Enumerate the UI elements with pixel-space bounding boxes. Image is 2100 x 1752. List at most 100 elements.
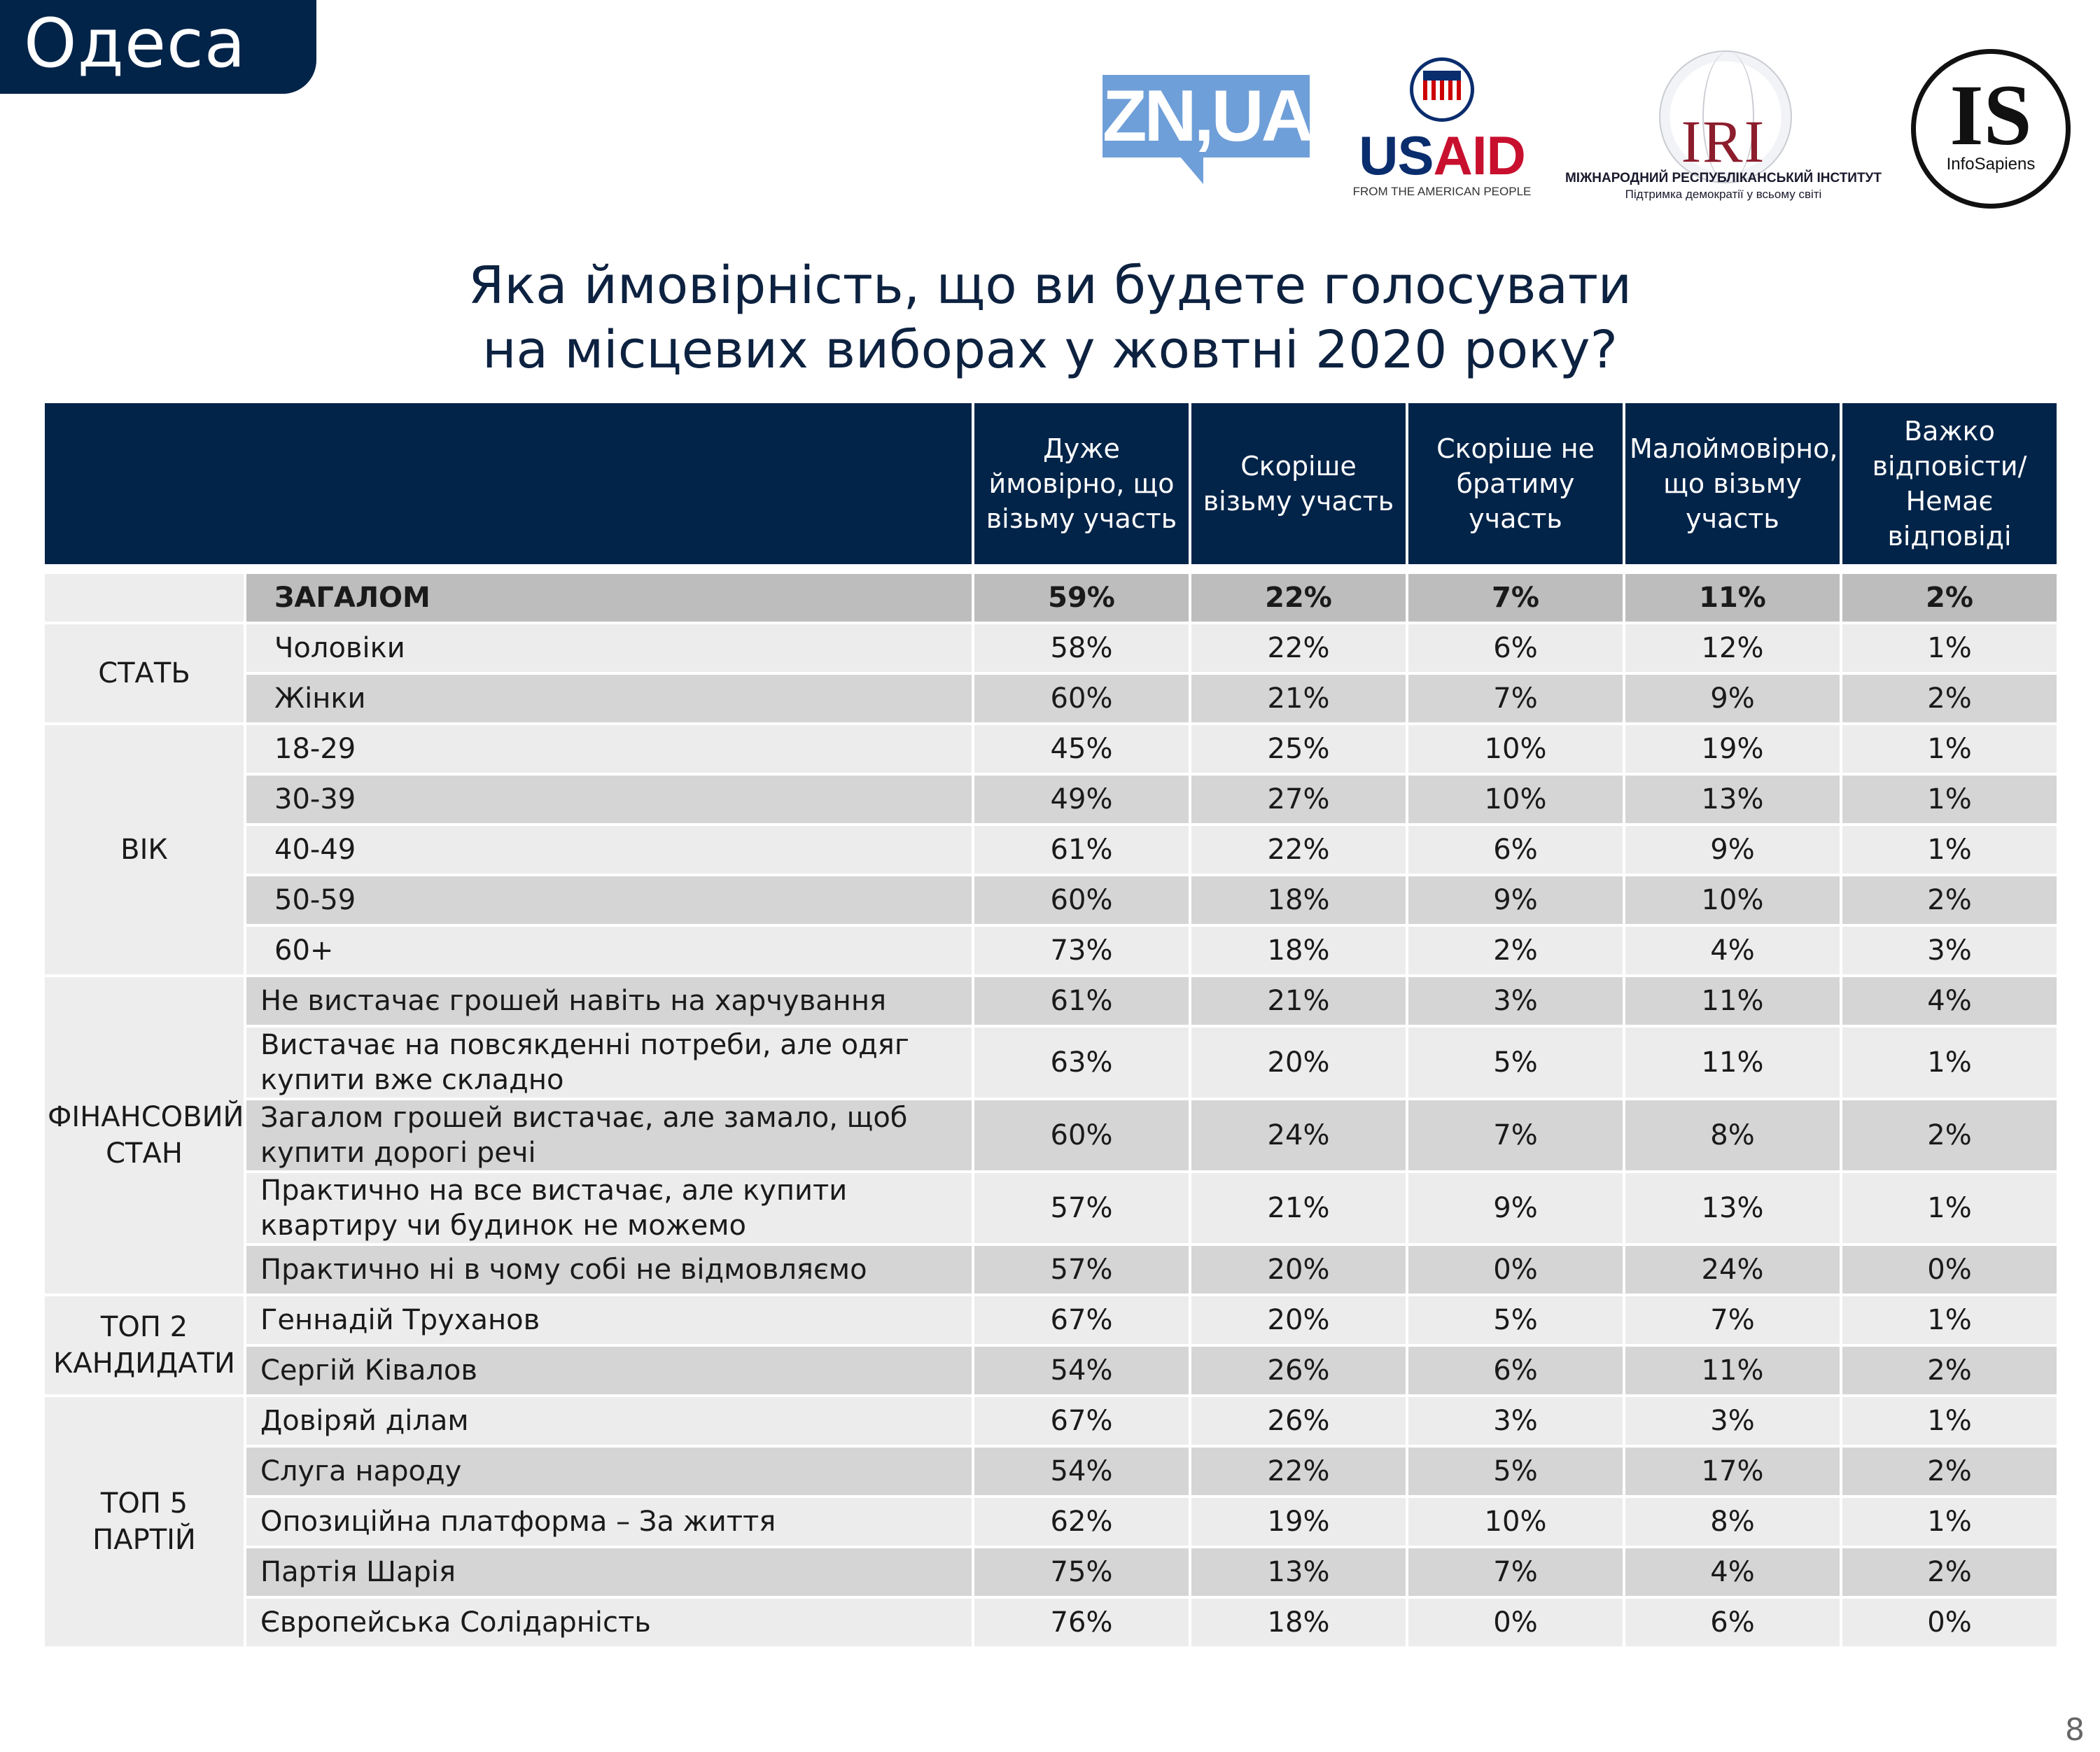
value-cell: 19% bbox=[1189, 1495, 1408, 1548]
value-cell: 1% bbox=[1840, 823, 2059, 876]
value-cell: 26% bbox=[1189, 1344, 1408, 1397]
column-header: Важко відповісти/ Немає відповіді bbox=[1840, 400, 2059, 567]
table-row: ВІК 18-29 45% 25% 10% 19% 1% bbox=[42, 722, 2059, 977]
table-header-row: Дуже ймовірно, що візьму участь Скоріше … bbox=[42, 400, 2059, 567]
column-header: Скоріше візьму участь bbox=[1189, 400, 1408, 567]
value-cell: 22% bbox=[1189, 1445, 1408, 1498]
value-cell: 8% bbox=[1623, 1495, 1842, 1548]
group-cell-empty bbox=[42, 571, 246, 624]
value-cell: 9% bbox=[1623, 823, 1842, 876]
value-cell: 10% bbox=[1406, 773, 1625, 826]
value-cell: 13% bbox=[1623, 773, 1842, 826]
value-cell: 22% bbox=[1189, 571, 1408, 624]
survey-table: Дуже ймовірно, що візьму участь Скоріше … bbox=[42, 400, 2059, 1649]
value-cell: 20% bbox=[1189, 1025, 1408, 1100]
value-cell: 59% bbox=[972, 571, 1191, 624]
value-cell: 0% bbox=[1406, 1243, 1625, 1296]
value-cell: 18% bbox=[1189, 924, 1408, 977]
value-cell: 73% bbox=[972, 924, 1191, 977]
table-row: Жінки 60% 21% 7% 9% 2% bbox=[43, 672, 2059, 725]
value-cell: 1% bbox=[1840, 1294, 2059, 1347]
value-cell: 24% bbox=[1189, 1098, 1408, 1173]
value-cell: 75% bbox=[972, 1546, 1191, 1599]
value-cell: 60% bbox=[972, 672, 1191, 725]
city-name: Одеса bbox=[24, 4, 246, 83]
value-cell: 7% bbox=[1406, 672, 1625, 725]
value-cell: 7% bbox=[1406, 571, 1625, 624]
city-tab: Одеса bbox=[0, 0, 316, 94]
value-cell: 9% bbox=[1406, 1170, 1625, 1246]
value-cell: 1% bbox=[1840, 1495, 2059, 1548]
usaid-tagline: FROM THE AMERICAN PEOPLE bbox=[1352, 185, 1532, 198]
group-label: ТОП 5 ПАРТІЙ bbox=[42, 1394, 246, 1649]
table-row: Вистачає на повсякденні потреби, але одя… bbox=[43, 1025, 2059, 1100]
value-cell: 1% bbox=[1840, 722, 2059, 776]
table-row: Сергій Ківалов 54% 26% 6% 11% 2% bbox=[43, 1344, 2059, 1397]
value-cell: 8% bbox=[1623, 1098, 1842, 1173]
column-header: Скоріше не братиму участь bbox=[1406, 400, 1625, 567]
value-cell: 1% bbox=[1840, 622, 2059, 675]
value-cell: 6% bbox=[1406, 823, 1625, 876]
value-cell: 7% bbox=[1406, 1546, 1625, 1599]
value-cell: 1% bbox=[1840, 1394, 2059, 1448]
value-cell: 18% bbox=[1189, 874, 1408, 927]
row-label: Не вистачає грошей навіть на харчування bbox=[244, 974, 974, 1028]
value-cell: 22% bbox=[1189, 823, 1408, 876]
row-label: Жінки bbox=[244, 672, 974, 725]
row-label: Геннадій Труханов bbox=[244, 1294, 974, 1347]
column-header: Дуже ймовірно, що візьму участь bbox=[972, 400, 1191, 567]
row-label: Практично ні в чому собі не відмовляємо bbox=[244, 1243, 974, 1296]
table-row: Опозиційна платформа – За життя 62% 19% 10%… bbox=[43, 1495, 2059, 1548]
value-cell: 1% bbox=[1840, 1025, 2059, 1100]
value-cell: 2% bbox=[1406, 924, 1625, 977]
value-cell: 4% bbox=[1623, 1546, 1842, 1599]
value-cell: 21% bbox=[1189, 1170, 1408, 1246]
value-cell: 17% bbox=[1623, 1445, 1842, 1498]
table-row: СТАТЬ Чоловіки 58% 22% 6% 12% 1% bbox=[42, 622, 2059, 725]
value-cell: 60% bbox=[972, 874, 1191, 927]
value-cell: 5% bbox=[1406, 1025, 1625, 1100]
infosapiens-mark: IS bbox=[1949, 67, 2032, 163]
value-cell: 9% bbox=[1623, 672, 1842, 725]
infosapiens-name: InfoSapiens bbox=[1946, 155, 2036, 174]
value-cell: 5% bbox=[1406, 1445, 1625, 1498]
value-cell: 21% bbox=[1189, 974, 1408, 1028]
row-label: 30-39 bbox=[244, 773, 974, 826]
value-cell: 0% bbox=[1840, 1596, 2059, 1649]
row-label: 18-29 bbox=[244, 722, 974, 776]
value-cell: 4% bbox=[1623, 924, 1842, 977]
title-line-2: на місцевих виборах у жовтні 2020 року? bbox=[482, 320, 1618, 380]
title-line-1: Яка ймовірність, що ви будете голосувати bbox=[468, 255, 1632, 316]
value-cell: 20% bbox=[1189, 1243, 1408, 1296]
table-row: 40-49 61% 22% 6% 9% 1% bbox=[43, 823, 2059, 876]
value-cell: 6% bbox=[1406, 1344, 1625, 1397]
value-cell: 2% bbox=[1840, 672, 2059, 725]
value-cell: 57% bbox=[972, 1170, 1191, 1246]
iri-mark: IRI bbox=[1681, 108, 1766, 175]
value-cell: 61% bbox=[972, 823, 1191, 876]
table-row: Партія Шарія 75% 13% 7% 4% 2% bbox=[43, 1546, 2059, 1599]
value-cell: 11% bbox=[1623, 571, 1842, 624]
row-label: Вистачає на повсякденні потреби, але одя… bbox=[244, 1025, 974, 1100]
iri-logo: IRI МІЖНАРОДНИЙ РЕСПУБЛІКАНСЬКИЙ ІНСТИТУ… bbox=[1562, 46, 1884, 207]
iri-slogan: Підтримка демократії у всьому світі bbox=[1625, 188, 1822, 201]
row-label: Сергій Ківалов bbox=[244, 1344, 974, 1397]
value-cell: 24% bbox=[1623, 1243, 1842, 1296]
value-cell: 45% bbox=[972, 722, 1191, 776]
value-cell: 60% bbox=[972, 1098, 1191, 1173]
value-cell: 76% bbox=[972, 1596, 1191, 1649]
globe-icon bbox=[1659, 50, 1792, 183]
table-row: ТОП 5 ПАРТІЙ Довіряй ділам 67% 26% 3% 3% 1% bbox=[42, 1394, 2059, 1649]
table-row: 30-39 49% 27% 10% 13% 1% bbox=[43, 773, 2059, 826]
infosapiens-logo: IS InfoSapiens bbox=[1911, 49, 2071, 209]
column-header: Малоймовірно, що візьму участь bbox=[1623, 400, 1842, 567]
value-cell: 11% bbox=[1623, 1025, 1842, 1100]
value-cell: 0% bbox=[1406, 1596, 1625, 1649]
value-cell: 49% bbox=[972, 773, 1191, 826]
group-label: ТОП 2 КАНДИДАТИ bbox=[42, 1294, 246, 1397]
value-cell: 2% bbox=[1840, 1546, 2059, 1599]
value-cell: 3% bbox=[1406, 974, 1625, 1028]
value-cell: 11% bbox=[1623, 974, 1842, 1028]
group-label: СТАТЬ bbox=[42, 622, 246, 725]
header-blank-cell bbox=[42, 400, 974, 567]
